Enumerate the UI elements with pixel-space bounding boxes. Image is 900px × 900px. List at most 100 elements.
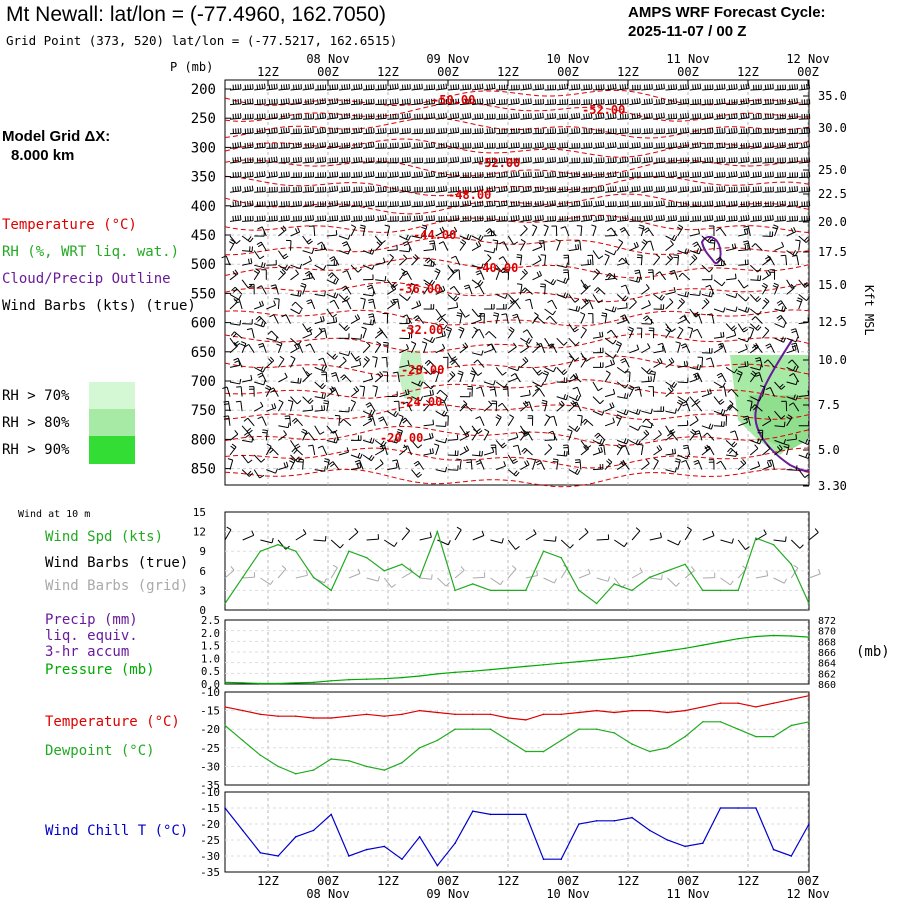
y-tick-label: -10 xyxy=(200,686,220,699)
wind-barb xyxy=(350,352,362,362)
wind-barb xyxy=(411,396,424,402)
wind-barb xyxy=(291,301,303,310)
wind-barb xyxy=(689,156,702,164)
wind-barb xyxy=(580,171,593,179)
y-tick-label: 2.0 xyxy=(201,628,220,640)
wind-barb xyxy=(399,141,411,149)
data-point xyxy=(772,702,775,704)
wind-barb xyxy=(615,414,623,427)
wind-barb xyxy=(615,341,622,354)
wind-barb xyxy=(701,274,713,281)
wind-barb xyxy=(314,466,326,472)
surface-wind-barb xyxy=(684,566,695,579)
data-point xyxy=(808,694,810,697)
wind-barb xyxy=(738,344,748,354)
wind-barb xyxy=(677,326,684,339)
wind-chill-label: Wind Chill T (°C) xyxy=(45,823,189,839)
wind-barb xyxy=(341,299,352,310)
wind-barb xyxy=(572,386,582,397)
wind-barb xyxy=(255,315,267,324)
wind-barb xyxy=(774,98,786,106)
wind-barb xyxy=(569,374,582,383)
pressure-level-label: 750 xyxy=(191,403,216,419)
series-line xyxy=(224,695,810,721)
wind-barb xyxy=(556,99,569,106)
wind-barb xyxy=(574,240,582,251)
temperature-series xyxy=(224,694,810,775)
wind-barb xyxy=(751,404,763,412)
wind-barb xyxy=(284,415,291,426)
wind-barb xyxy=(458,326,465,339)
wind-barb xyxy=(653,253,661,266)
top-hour-label: 12Z xyxy=(377,65,399,79)
wind-barb xyxy=(532,200,544,208)
wind-barb xyxy=(499,241,509,251)
wind-barb xyxy=(726,113,738,120)
temperature-contour xyxy=(224,102,809,122)
surface-wind-barb xyxy=(578,528,589,541)
wind-barb xyxy=(411,83,423,91)
wind-barb xyxy=(327,272,340,281)
wind-barb xyxy=(314,264,327,271)
data-point xyxy=(454,713,456,716)
series-line xyxy=(224,529,810,605)
wind-barb xyxy=(540,283,546,295)
wind-barb xyxy=(689,364,702,371)
wind-barb xyxy=(592,446,603,456)
surface-wind-barb xyxy=(224,526,232,541)
wind-barb xyxy=(680,343,691,354)
data-point xyxy=(578,823,580,825)
wind-barb xyxy=(665,326,672,339)
wind-chill-gridlines xyxy=(225,792,809,872)
wind-barb xyxy=(774,444,783,456)
wind-barb xyxy=(665,113,678,120)
wind-barb xyxy=(776,300,788,310)
surface-wind-barb xyxy=(578,568,591,579)
wind-barb xyxy=(653,444,663,456)
wind-barb xyxy=(689,98,702,106)
wind-barb xyxy=(713,83,726,91)
wind-barb xyxy=(693,313,703,324)
wind-barb xyxy=(375,142,387,149)
data-point xyxy=(719,807,722,809)
wind-barb xyxy=(677,201,690,208)
wind-barb xyxy=(763,359,775,368)
kft-tick-label: 10.0 xyxy=(818,353,847,367)
wind-barb xyxy=(447,465,459,471)
wind-barb xyxy=(269,314,279,324)
wind-barb xyxy=(483,447,495,456)
wind-barb xyxy=(350,360,362,368)
wind-barb xyxy=(496,128,508,135)
surface-wind-barb xyxy=(348,568,361,579)
wind-barb xyxy=(393,400,400,412)
wind-barb xyxy=(326,127,339,135)
wind-barb xyxy=(545,315,558,324)
surface-wind-barb xyxy=(472,530,485,541)
data-point xyxy=(241,682,244,684)
wind-barb xyxy=(447,352,458,362)
wind-barb xyxy=(447,226,458,237)
data-point xyxy=(525,719,527,721)
wind-barb xyxy=(278,157,290,164)
wind-barb xyxy=(751,316,763,324)
wind-barb xyxy=(577,414,583,426)
legend-rh70-label: RH > 70% xyxy=(2,388,70,404)
wind-barb xyxy=(338,234,351,240)
wind-barb xyxy=(459,112,472,120)
wind-barb xyxy=(484,304,495,310)
wind-barb xyxy=(229,337,241,347)
y-tick-label: -25 xyxy=(200,834,220,847)
y-tick-label: 870 xyxy=(818,627,836,638)
wind-barb xyxy=(532,270,542,281)
wind-barb xyxy=(761,282,768,295)
wind-barb xyxy=(786,98,799,106)
wind-barb xyxy=(772,282,779,295)
y-tick-label: 9 xyxy=(199,545,206,558)
wind-barb xyxy=(278,461,289,471)
y-tick-label: 0 xyxy=(199,604,206,617)
wind-barb xyxy=(241,235,254,243)
wind-barb xyxy=(396,428,403,441)
wind-barb xyxy=(750,396,762,402)
upper-cross-section: -50.00-52.00-52.00-48.00-44.00-40.00-36.… xyxy=(191,79,847,493)
data-point xyxy=(772,543,775,546)
